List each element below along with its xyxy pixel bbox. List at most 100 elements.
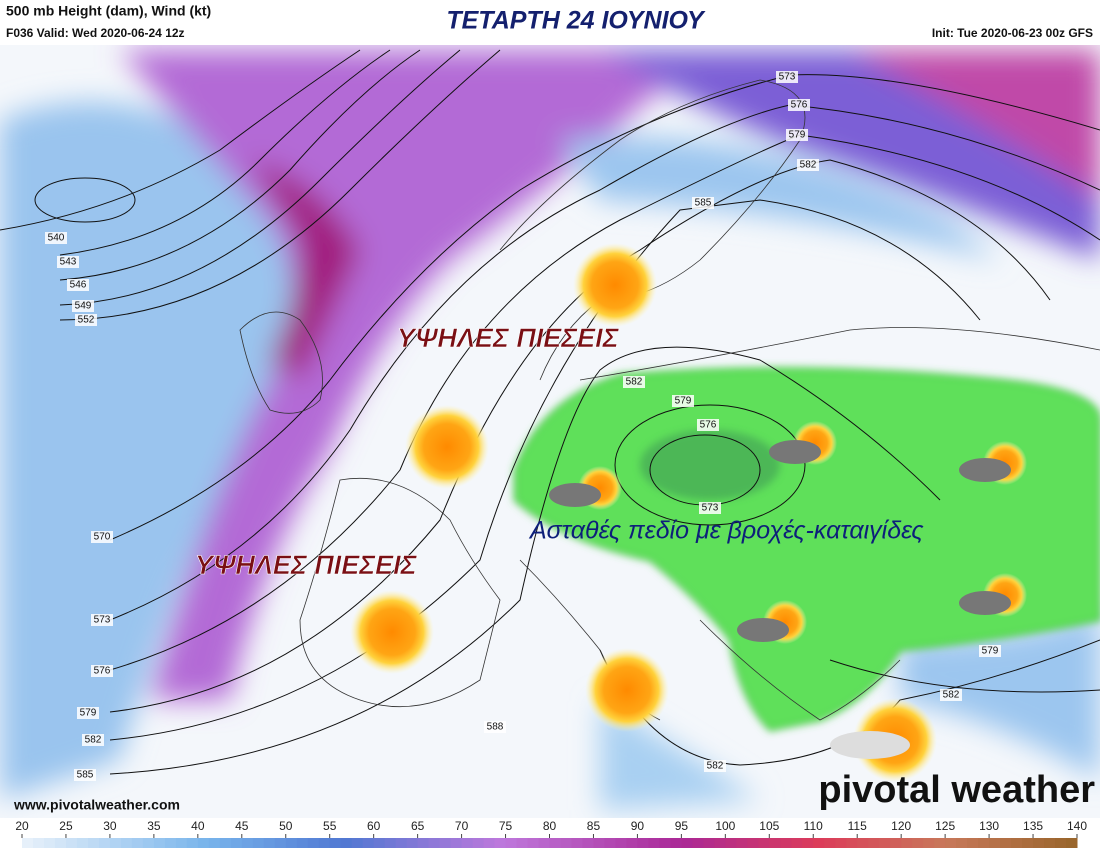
- contour-label-bg: [91, 665, 113, 677]
- contour-label: 546: [70, 280, 87, 291]
- colorbar-swatch: [494, 838, 507, 848]
- contour-label: 540: [48, 233, 65, 244]
- contour-label-bg: [672, 395, 694, 407]
- colorbar-swatch: [868, 838, 880, 848]
- contour-label: 579: [80, 708, 97, 719]
- colorbar-swatch: [351, 838, 364, 848]
- colorbar-swatch: [934, 838, 946, 848]
- contour-label: 573: [94, 615, 111, 626]
- headline: ΤΕΤΑΡΤΗ 24 ΙΟΥΝΙΟΥ: [446, 7, 706, 35]
- colorbar-swatch: [373, 838, 386, 848]
- colorbar-swatch: [747, 838, 759, 848]
- colorbar-tick-label: 70: [455, 819, 469, 833]
- colorbar-swatch: [307, 838, 320, 848]
- colorbar-swatch: [538, 838, 550, 848]
- colorbar-tick-label: 100: [715, 819, 735, 833]
- contour-label-bg: [57, 256, 79, 268]
- colorbar-swatch: [879, 838, 891, 848]
- colorbar-swatch: [802, 838, 814, 848]
- colorbar-swatch: [43, 838, 56, 848]
- colorbar-swatch: [1033, 838, 1045, 848]
- contour-label-bg: [75, 314, 97, 326]
- colorbar-swatch: [296, 838, 309, 848]
- contour-label-bg: [91, 531, 113, 543]
- height-contours: [0, 49, 1100, 775]
- wind-shading: [0, 50, 1100, 810]
- colorbar-swatch: [582, 838, 594, 848]
- colorbar-swatch: [989, 838, 1001, 848]
- colorbar-swatch: [186, 838, 199, 848]
- contour-label: 570: [94, 532, 111, 543]
- colorbar-swatch: [824, 838, 836, 848]
- contour-label: 543: [60, 257, 77, 268]
- contour-label: 585: [695, 198, 712, 209]
- init-time: Init: Tue 2020-06-23 00z GFS: [932, 26, 1093, 40]
- colorbar-tick-label: 40: [191, 819, 205, 833]
- colorbar-swatch: [230, 838, 243, 848]
- colorbar-swatch: [274, 838, 287, 848]
- colorbar-swatch: [142, 838, 155, 848]
- colorbar-swatch: [153, 838, 166, 848]
- map: ΥΨΗΛΕΣ ΠΙΕΣΕΙΣ ΥΨΗΛΕΣ ΠΙΕΣΕΙΣ Ασταθές πε…: [0, 45, 1100, 818]
- colorbar-swatch: [131, 838, 144, 848]
- contour-label-bg: [91, 614, 113, 626]
- colorbar-swatch: [835, 838, 847, 848]
- colorbar-swatch: [549, 838, 561, 848]
- colorbar-swatch: [395, 838, 408, 848]
- colorbar-tick-label: 85: [587, 819, 601, 833]
- colorbar-swatch: [1000, 838, 1012, 848]
- contour-label: 552: [78, 315, 95, 326]
- contour-label: 576: [700, 420, 717, 431]
- colorbar-swatch: [692, 838, 704, 848]
- map-title: 500 mb Height (dam), Wind (kt): [6, 3, 211, 19]
- colorbar-tick-label: 35: [147, 819, 161, 833]
- contour-label: 579: [982, 646, 999, 657]
- header: 500 mb Height (dam), Wind (kt) F036 Vali…: [6, 3, 1093, 40]
- contour-label: 582: [943, 690, 960, 701]
- colorbar-swatch: [120, 838, 133, 848]
- contour-label-bg: [72, 300, 94, 312]
- contour-label-bg: [786, 129, 808, 141]
- colorbar-swatch: [32, 838, 45, 848]
- colorbar-tick-label: 60: [367, 819, 381, 833]
- colorbar-tick-label: 140: [1067, 819, 1087, 833]
- contour-label-bg: [797, 159, 819, 171]
- colorbar-swatch: [219, 838, 232, 848]
- contour-label-bg: [704, 760, 726, 772]
- contour-label: 579: [789, 130, 806, 141]
- annotation-unstable: Ασταθές πεδίο με βροχές-καταιγίδες: [528, 517, 924, 545]
- contour-label-bg: [484, 721, 506, 733]
- website: www.pivotalweather.com: [13, 797, 180, 813]
- contour-label: 585: [77, 770, 94, 781]
- colorbar-swatch: [527, 838, 540, 848]
- colorbar-tick-label: 95: [675, 819, 689, 833]
- colorbar-tick-label: 75: [499, 819, 513, 833]
- colorbar-swatch: [945, 838, 957, 848]
- colorbar-swatch: [472, 838, 485, 848]
- contour-label-bg: [623, 376, 645, 388]
- contour-label-bg: [82, 734, 104, 746]
- contour-label-bg: [74, 769, 96, 781]
- contour-label: 582: [800, 160, 817, 171]
- colorbar-swatch: [263, 838, 276, 848]
- colorbar-tick-label: 105: [759, 819, 779, 833]
- contour-label-bg: [699, 502, 721, 514]
- contour-label: 582: [707, 761, 724, 772]
- contour-label-bg: [776, 71, 798, 83]
- colorbar-swatch: [76, 838, 89, 848]
- colorbar-tick-label: 125: [935, 819, 955, 833]
- colorbar-swatch: [505, 838, 518, 848]
- colorbar-swatch: [428, 838, 441, 848]
- colorbar-swatch: [450, 838, 463, 848]
- colorbar-swatch: [109, 838, 122, 848]
- contour-labels: 540 543 546 549 552 570 573 576 579 582 585 573 576 5…: [45, 71, 1001, 781]
- colorbar-swatch: [769, 838, 781, 848]
- colorbar-swatch: [54, 838, 67, 848]
- colorbar-swatch: [648, 838, 660, 848]
- colorbar-tick-label: 120: [891, 819, 911, 833]
- colorbar-swatch: [736, 838, 748, 848]
- colorbar-swatch: [197, 838, 210, 848]
- colorbar-tick-label: 50: [279, 819, 293, 833]
- contour-label: 573: [779, 72, 796, 83]
